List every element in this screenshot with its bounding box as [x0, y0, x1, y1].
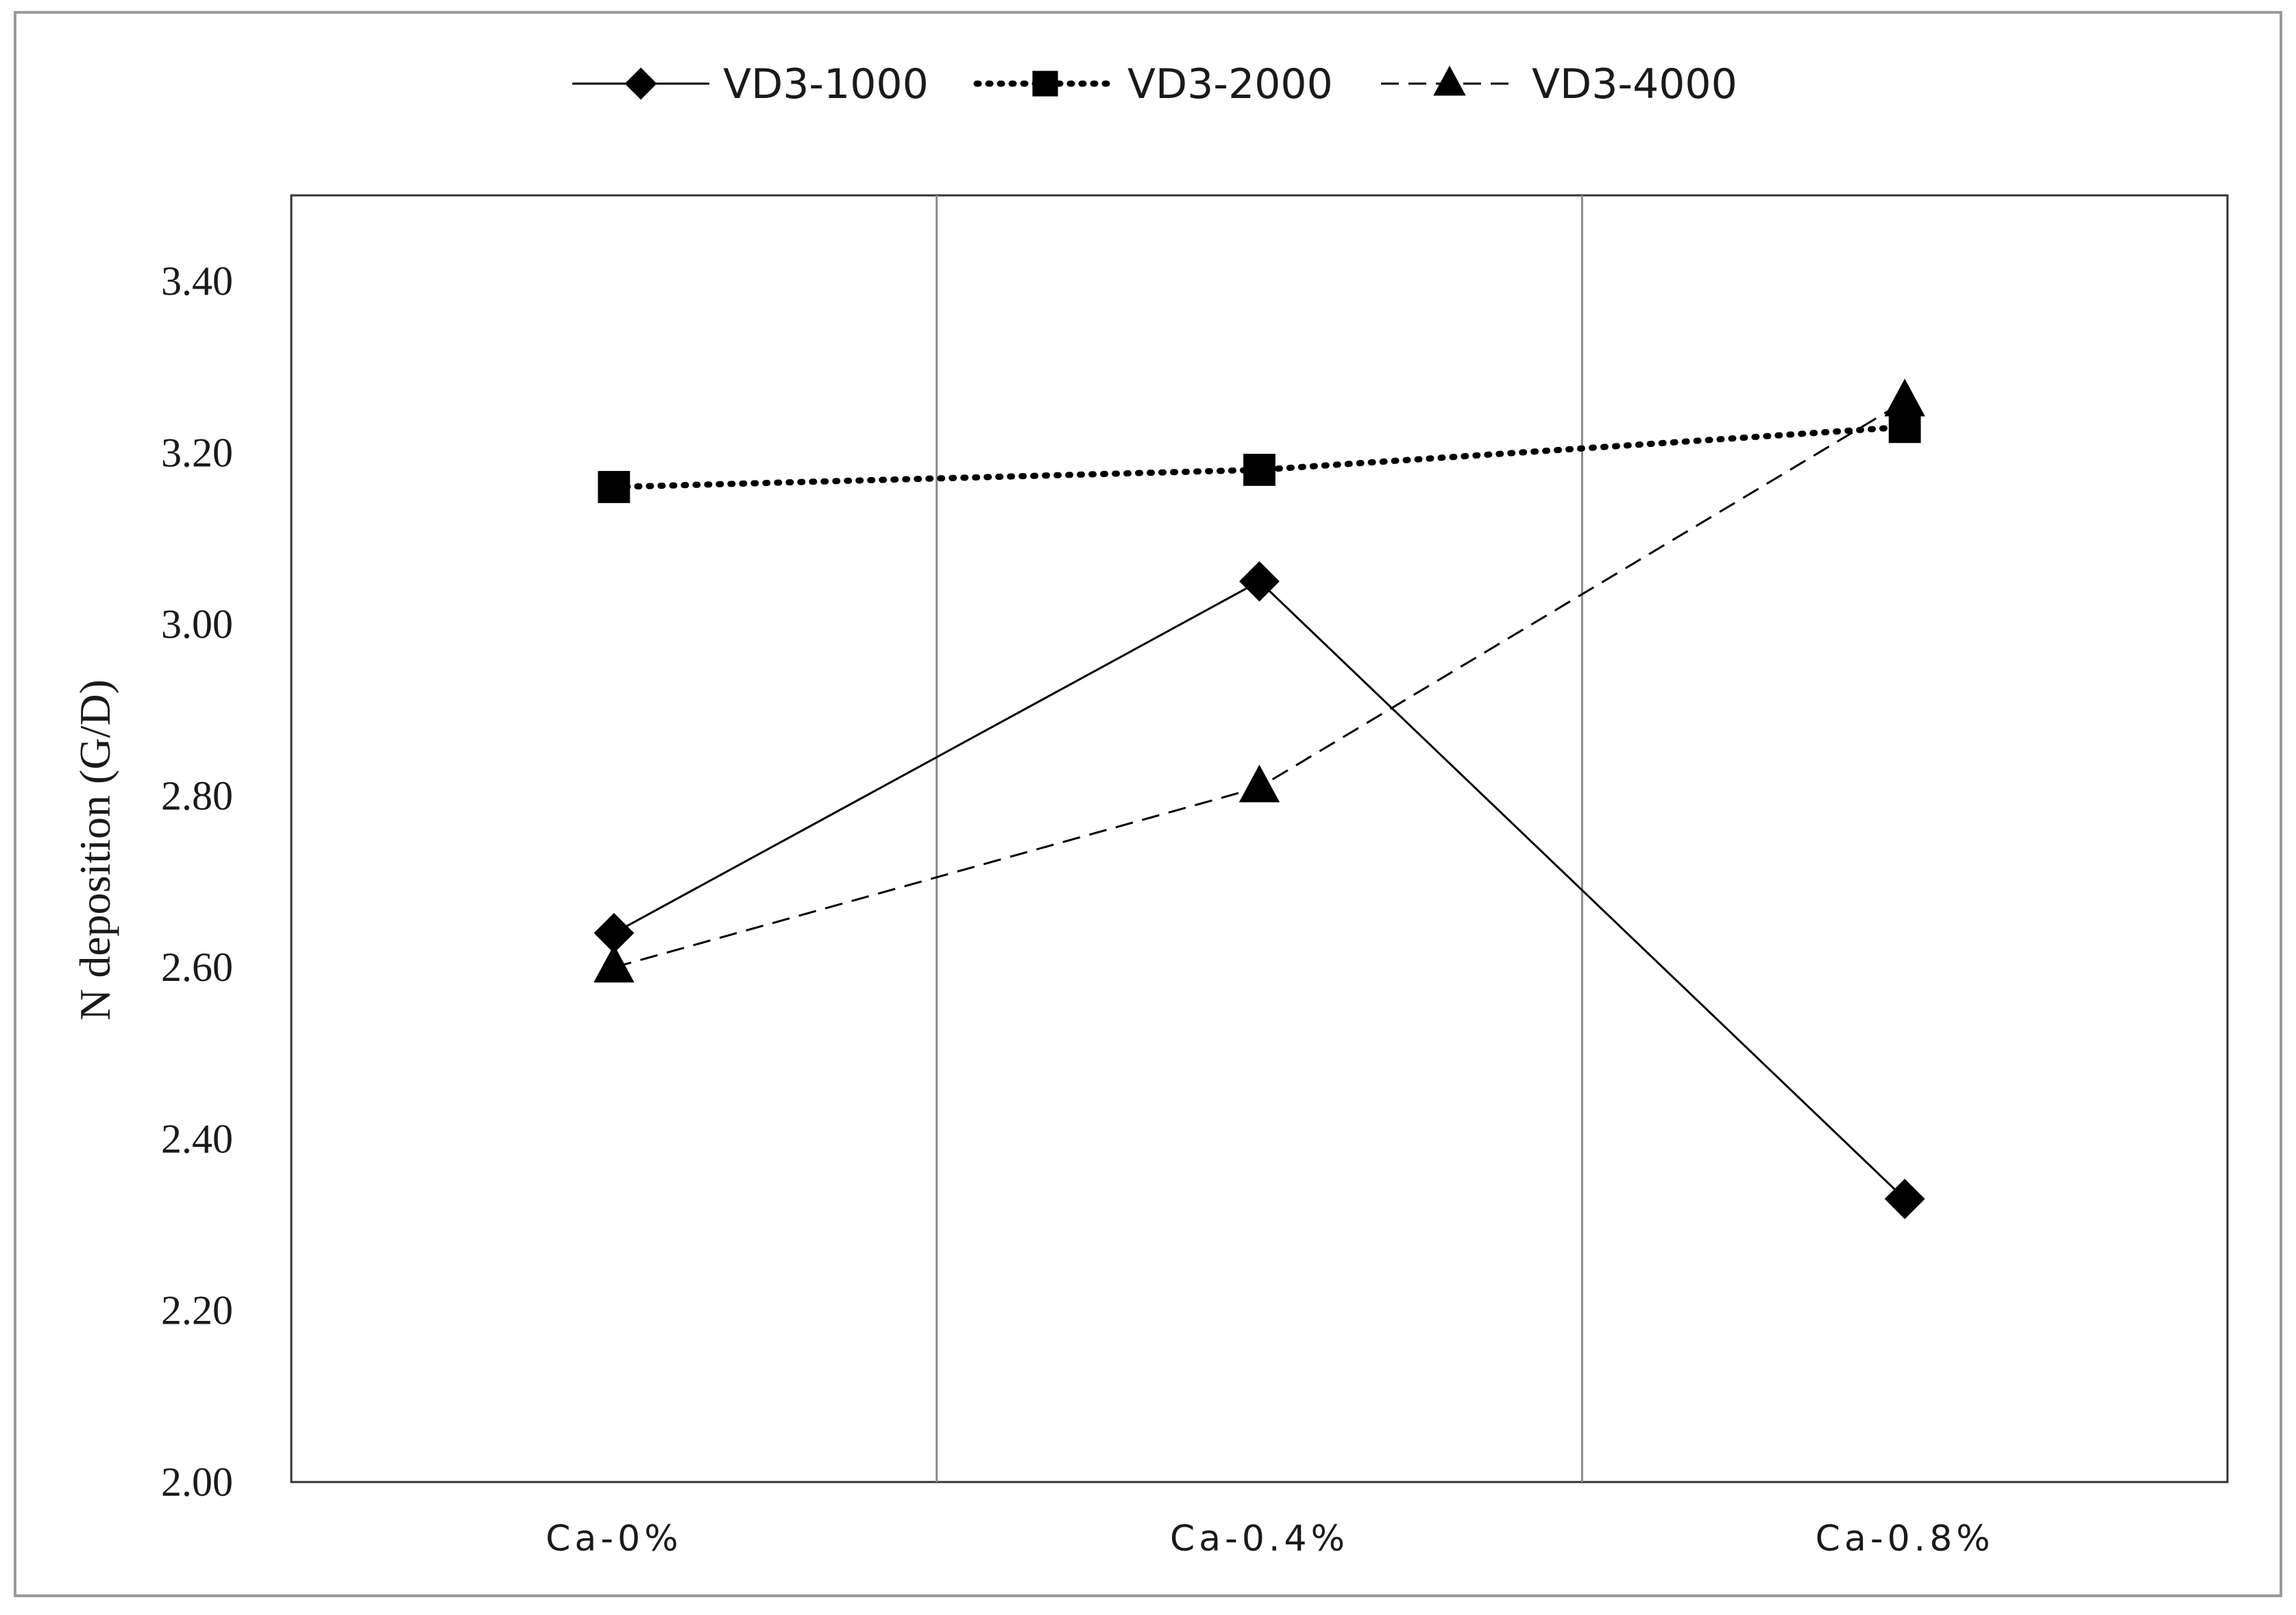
data-point-square — [1888, 411, 1921, 444]
legend-label: VD3-4000 — [1532, 60, 1737, 108]
y-tick-label: 2.40 — [161, 1116, 233, 1161]
series-VD3-2000 — [598, 411, 1921, 503]
y-tick-label: 3.40 — [161, 258, 233, 304]
y-tick-label: 2.60 — [161, 945, 233, 990]
x-category-label: Ca-0% — [546, 1518, 682, 1559]
data-point-diamond — [1884, 1178, 1925, 1219]
legend-marker-triangle — [1433, 65, 1466, 96]
data-point-triangle — [594, 945, 635, 983]
y-tick-label: 2.00 — [161, 1459, 233, 1505]
legend-marker-square — [1032, 71, 1058, 97]
series-VD3-4000 — [594, 378, 1925, 983]
chart-outer-border — [14, 11, 2282, 1597]
y-tick-label: 2.20 — [161, 1288, 233, 1333]
legend-label: VD3-2000 — [1127, 60, 1333, 108]
legend-label: VD3-1000 — [723, 60, 929, 108]
x-category-label: Ca-0.8% — [1816, 1518, 1994, 1559]
legend-item: VD3-2000 — [973, 60, 1333, 108]
legend-item: VD3-4000 — [1381, 60, 1737, 108]
y-tick-label: 3.00 — [161, 602, 233, 647]
x-category-label: Ca-0.4% — [1170, 1518, 1349, 1559]
data-point-square — [598, 471, 631, 503]
legend-item: VD3-1000 — [572, 60, 929, 108]
y-axis-label: N deposition (G/D) — [71, 679, 119, 1021]
data-point-diamond — [1239, 561, 1280, 602]
data-point-square — [1243, 454, 1275, 486]
series-VD3-1000 — [594, 561, 1925, 1219]
y-tick-label: 3.20 — [161, 430, 233, 475]
plot-area-border — [290, 194, 2229, 1483]
data-point-triangle — [1238, 764, 1280, 803]
y-tick-label: 2.80 — [161, 773, 233, 818]
data-point-triangle — [1884, 378, 1925, 417]
legend-marker-diamond — [624, 67, 657, 100]
